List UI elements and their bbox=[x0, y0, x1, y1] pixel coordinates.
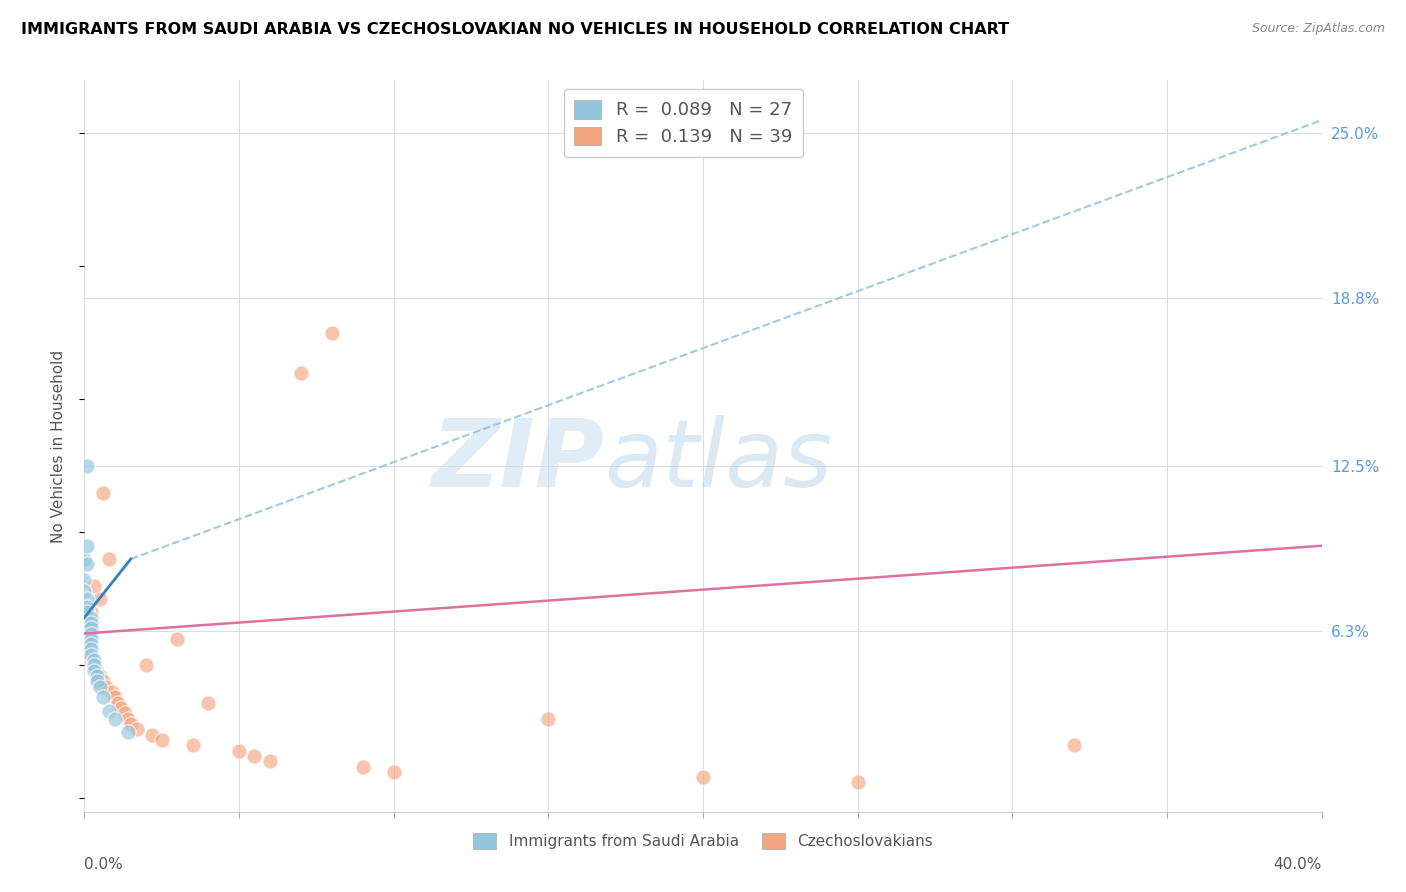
Point bbox=[290, 366, 312, 380]
Point bbox=[91, 674, 114, 689]
Point bbox=[94, 680, 117, 694]
Point bbox=[83, 658, 105, 673]
Point bbox=[86, 674, 108, 689]
Point bbox=[117, 712, 139, 726]
Point bbox=[86, 669, 108, 683]
Point bbox=[79, 648, 101, 662]
Point bbox=[79, 642, 101, 657]
Point bbox=[110, 701, 132, 715]
Point bbox=[76, 458, 98, 473]
Point bbox=[692, 770, 714, 784]
Text: Source: ZipAtlas.com: Source: ZipAtlas.com bbox=[1251, 22, 1385, 36]
Point bbox=[120, 717, 142, 731]
Point bbox=[79, 621, 101, 635]
Point bbox=[76, 605, 98, 619]
Point bbox=[73, 632, 96, 646]
Point bbox=[259, 754, 281, 768]
Point bbox=[91, 485, 114, 500]
Point bbox=[352, 759, 374, 773]
Point bbox=[125, 723, 148, 737]
Point bbox=[91, 690, 114, 705]
Point bbox=[89, 680, 111, 694]
Point bbox=[382, 764, 405, 779]
Text: atlas: atlas bbox=[605, 415, 832, 506]
Point bbox=[98, 552, 121, 566]
Point bbox=[107, 696, 129, 710]
Point bbox=[114, 706, 136, 721]
Point bbox=[79, 610, 101, 624]
Point bbox=[83, 579, 105, 593]
Point bbox=[76, 599, 98, 614]
Point bbox=[150, 732, 173, 747]
Y-axis label: No Vehicles in Household: No Vehicles in Household bbox=[51, 350, 66, 542]
Point bbox=[135, 658, 157, 673]
Point bbox=[76, 645, 98, 659]
Point bbox=[76, 558, 98, 572]
Point bbox=[86, 664, 108, 678]
Point bbox=[181, 738, 204, 752]
Point bbox=[104, 712, 127, 726]
Point bbox=[79, 626, 101, 640]
Text: 0.0%: 0.0% bbox=[84, 857, 124, 872]
Point bbox=[141, 728, 163, 742]
Point bbox=[846, 775, 869, 789]
Point bbox=[83, 664, 105, 678]
Point bbox=[73, 552, 96, 566]
Point bbox=[104, 690, 127, 705]
Point bbox=[537, 712, 560, 726]
Point bbox=[83, 653, 105, 667]
Point bbox=[79, 653, 101, 667]
Point bbox=[83, 658, 105, 673]
Point bbox=[89, 669, 111, 683]
Point bbox=[89, 591, 111, 606]
Legend: Immigrants from Saudi Arabia, Czechoslovakians: Immigrants from Saudi Arabia, Czechoslov… bbox=[467, 827, 939, 855]
Text: IMMIGRANTS FROM SAUDI ARABIA VS CZECHOSLOVAKIAN NO VEHICLES IN HOUSEHOLD CORRELA: IMMIGRANTS FROM SAUDI ARABIA VS CZECHOSL… bbox=[21, 22, 1010, 37]
Point bbox=[101, 685, 124, 699]
Point bbox=[79, 615, 101, 630]
Point bbox=[321, 326, 343, 340]
Point bbox=[79, 605, 101, 619]
Point bbox=[117, 725, 139, 739]
Point bbox=[79, 637, 101, 651]
Point bbox=[76, 618, 98, 632]
Point bbox=[73, 574, 96, 588]
Point bbox=[73, 584, 96, 599]
Point bbox=[243, 748, 266, 763]
Point bbox=[228, 743, 250, 757]
Point bbox=[1063, 738, 1085, 752]
Point bbox=[79, 632, 101, 646]
Point bbox=[76, 539, 98, 553]
Point bbox=[197, 696, 219, 710]
Point bbox=[166, 632, 188, 646]
Text: ZIP: ZIP bbox=[432, 415, 605, 507]
Point bbox=[98, 704, 121, 718]
Text: 40.0%: 40.0% bbox=[1274, 857, 1322, 872]
Point bbox=[76, 591, 98, 606]
